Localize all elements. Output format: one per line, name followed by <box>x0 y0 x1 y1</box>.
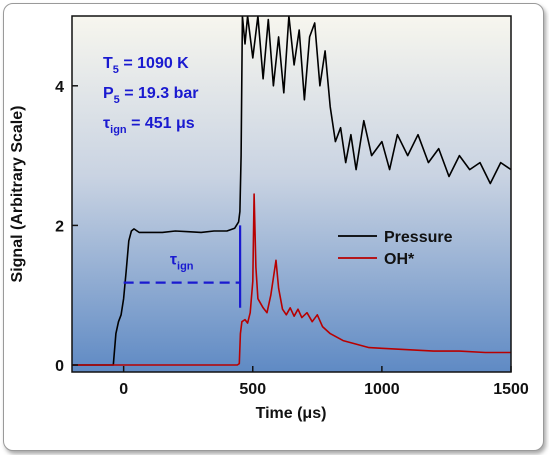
series-layer <box>72 16 511 366</box>
annotation-line-2: P5 = 19.3 bar <box>103 85 199 106</box>
series-line-pressure <box>72 16 511 366</box>
tick-group: 0 500 1000 1500 0 2 4 <box>55 79 529 398</box>
legend-label-pressure: Pressure <box>384 229 453 246</box>
annotation-group: T5 = 1090 K P5 = 19.3 bar τign = 451 μs <box>103 55 199 136</box>
y-tick-label: 0 <box>55 358 64 375</box>
tau-label: τign <box>170 252 194 273</box>
annotation-line-3: τign = 451 μs <box>103 115 195 136</box>
series-line-oh <box>72 193 511 366</box>
plot-area <box>72 16 511 372</box>
legend-label-oh: OH* <box>384 251 415 268</box>
annotation-line-1: T5 = 1090 K <box>103 55 189 76</box>
y-tick-label: 4 <box>55 79 64 96</box>
y-tick-label: 2 <box>55 218 64 235</box>
y-axis-title: Signal (Arbitrary Scale) <box>9 106 26 283</box>
x-tick-label: 500 <box>239 381 266 398</box>
x-tick-label: 1000 <box>364 381 400 398</box>
x-tick-label: 0 <box>119 381 128 398</box>
tau-marker-group: τign <box>123 225 242 308</box>
legend: Pressure OH* <box>338 229 453 268</box>
plot-border <box>71 15 512 373</box>
x-axis-title: Time (μs) <box>256 405 327 422</box>
x-tick-label: 1500 <box>493 381 529 398</box>
